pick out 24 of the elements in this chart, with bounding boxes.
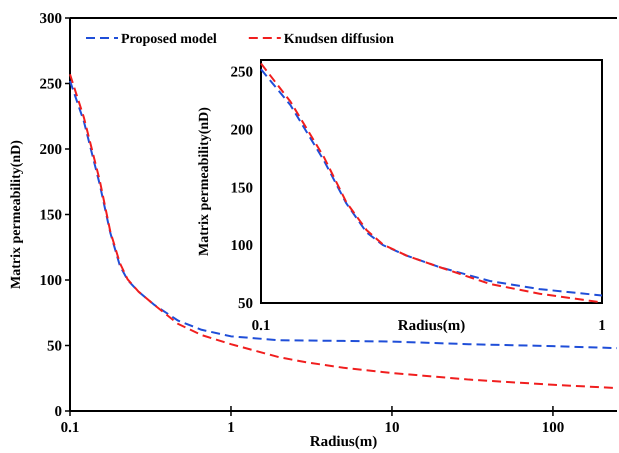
y-tick-label: 0 (54, 404, 62, 420)
y-tick-label: 250 (230, 64, 253, 81)
y-tick-label: 150 (230, 180, 253, 196)
x-tick-label: 1 (227, 420, 235, 436)
x-axis-title: Radius(m) (310, 434, 378, 450)
x-axis-title: Radius(m) (398, 318, 466, 334)
y-tick-label: 300 (40, 11, 62, 27)
y-tick-label: 100 (230, 238, 253, 254)
legend-label: Knudsen diffusion (284, 32, 394, 47)
x-tick-label: 1 (598, 318, 606, 334)
x-tick-label: 10 (384, 420, 400, 436)
y-tick-label: 200 (40, 142, 62, 158)
y-tick-label: 250 (40, 76, 62, 92)
y-axis-title: Matrix permeability(nD) (9, 140, 24, 289)
x-tick-label: 100 (542, 420, 564, 436)
y-tick-label: 100 (40, 273, 62, 289)
y-tick-label: 200 (230, 122, 253, 138)
x-tick-label: 0.1 (252, 318, 270, 334)
y-tick-label: 150 (40, 208, 62, 224)
legend-label: Proposed model (121, 32, 217, 47)
y-axis-title: Matrix permeability(nD) (197, 106, 212, 256)
y-tick-label: 50 (238, 296, 253, 312)
y-tick-label: 50 (47, 338, 62, 354)
x-tick-label: 0.1 (60, 420, 80, 436)
